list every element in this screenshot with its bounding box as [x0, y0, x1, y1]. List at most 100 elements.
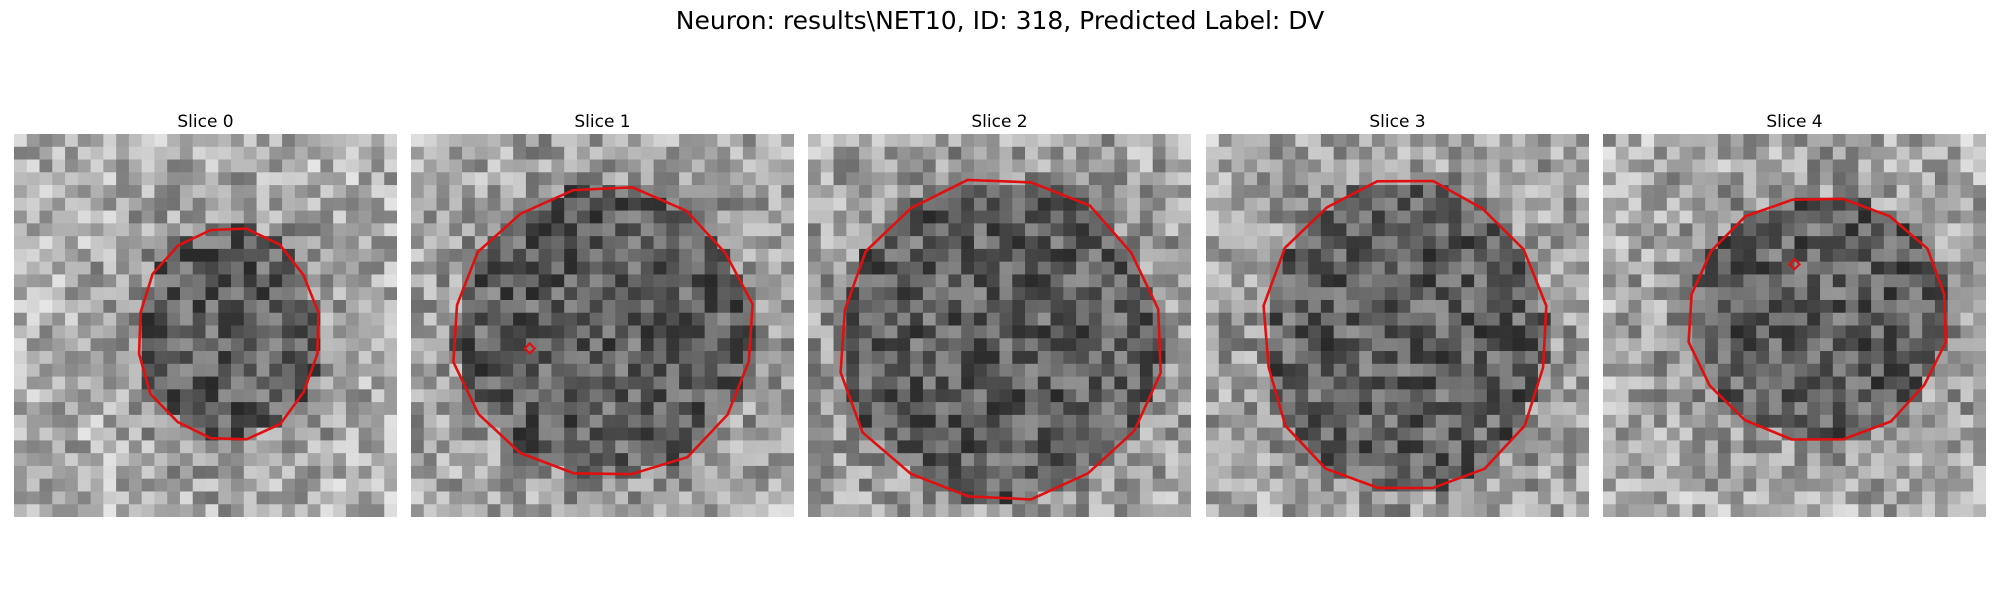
pixel [1461, 274, 1475, 288]
pixel [742, 210, 757, 224]
pixel [1883, 402, 1898, 416]
pixel [384, 376, 397, 390]
pixel [1615, 351, 1629, 365]
pixel [1730, 185, 1744, 199]
pixel [1037, 236, 1051, 250]
pixel [922, 363, 937, 377]
pixel [717, 478, 731, 492]
pixel [1794, 427, 1808, 441]
pixel [358, 236, 372, 250]
pixel [1896, 159, 1910, 173]
pixel [1320, 210, 1335, 224]
pixel [922, 134, 937, 148]
pixel [1063, 210, 1077, 224]
pixel [935, 134, 949, 148]
pixel [1231, 414, 1245, 429]
pixel [859, 389, 873, 403]
pixel [500, 134, 514, 148]
pixel [820, 338, 834, 352]
pixel [231, 159, 245, 173]
pixel [755, 504, 769, 517]
pixel [487, 274, 501, 288]
pixel [77, 146, 91, 160]
pixel [423, 465, 437, 480]
pixel [1461, 453, 1475, 467]
pixel [1871, 389, 1885, 403]
pixel [1206, 351, 1220, 365]
pixel [1871, 146, 1885, 160]
pixel [1346, 248, 1360, 263]
pixel [371, 172, 385, 186]
pixel [525, 299, 540, 314]
roi-outline [1687, 197, 1948, 441]
pixel [1448, 261, 1462, 275]
pixel [1768, 236, 1783, 250]
pixel [294, 312, 309, 326]
pixel [1654, 414, 1668, 429]
pixel [781, 414, 794, 429]
pixel [192, 159, 206, 173]
pixel [384, 236, 397, 250]
pixel [1845, 402, 1859, 416]
pixel [294, 338, 309, 352]
pixel [345, 299, 360, 314]
slice-panel-1: Slice 1 [411, 110, 794, 517]
pixel [1063, 236, 1077, 250]
pixel [973, 504, 988, 517]
pixel [1947, 287, 1961, 301]
pixel [1397, 159, 1411, 173]
pixel [640, 210, 654, 224]
pixel [1871, 440, 1885, 454]
pixel [948, 402, 962, 416]
pixel [218, 299, 232, 314]
pixel [628, 261, 642, 275]
pixel [116, 172, 130, 186]
pixel [116, 427, 130, 441]
pixel [1525, 172, 1539, 186]
pixel [961, 248, 975, 263]
pixel [538, 363, 552, 377]
pixel [1705, 146, 1719, 160]
pixel [1178, 427, 1191, 441]
pixel [1603, 491, 1617, 505]
pixel [1282, 465, 1296, 480]
pixel [961, 287, 975, 301]
pixel [742, 491, 757, 505]
pixel [1282, 185, 1296, 199]
pixel [205, 414, 219, 429]
pixel [755, 427, 769, 441]
pixel [1295, 287, 1309, 301]
pixel [1320, 197, 1335, 211]
pixel [167, 351, 181, 365]
pixel [1909, 172, 1923, 186]
pixel [1114, 159, 1128, 173]
pixel [14, 427, 28, 441]
pixel [1922, 491, 1936, 505]
pixel [1397, 414, 1411, 429]
pixel [154, 312, 168, 326]
pixel [602, 363, 616, 377]
pixel [256, 402, 270, 416]
pixel [1603, 389, 1617, 403]
pixel [513, 465, 527, 480]
pixel [1756, 402, 1770, 416]
pixel [1127, 402, 1141, 416]
pixel [1973, 465, 1986, 480]
pixel [474, 172, 488, 186]
pixel [371, 197, 385, 211]
pixel [1486, 478, 1501, 492]
pixel [653, 274, 667, 288]
pixel [1705, 376, 1719, 390]
pixel [1231, 504, 1245, 517]
pixel [986, 172, 1000, 186]
pixel [256, 389, 270, 403]
pixel [411, 312, 425, 326]
pixel [948, 287, 962, 301]
pixel [1231, 146, 1245, 160]
pixel [1537, 248, 1552, 263]
pixel [14, 223, 28, 237]
pixel [704, 478, 718, 492]
pixel [1922, 299, 1936, 314]
pixel [1794, 223, 1808, 237]
pixel [1512, 351, 1526, 365]
